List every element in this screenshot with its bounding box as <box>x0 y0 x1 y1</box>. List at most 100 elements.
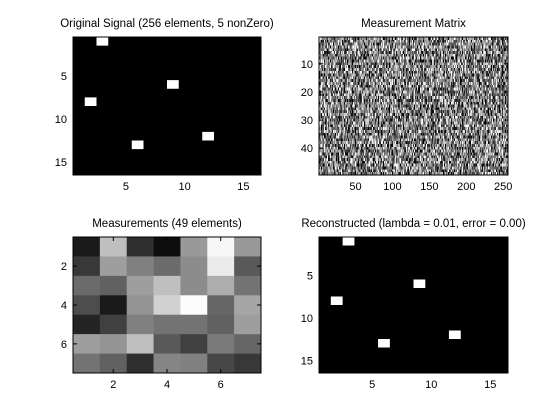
y-tick-label: 10 <box>55 114 67 126</box>
measurement-cell <box>153 314 181 335</box>
measurement-cell <box>180 237 208 257</box>
measurement-cell <box>126 295 154 316</box>
measurement-cell <box>180 334 208 354</box>
measurement-cell <box>73 353 101 374</box>
measurement-cell <box>99 237 128 257</box>
nonzero-cell <box>167 80 179 89</box>
measurement-cell <box>99 353 128 374</box>
nonzero-cell <box>330 296 343 305</box>
y-tick-label: 5 <box>61 71 67 83</box>
measurement-cell <box>207 237 235 257</box>
measurement-cell <box>99 256 128 277</box>
plot-title: Measurement Matrix <box>361 18 466 30</box>
y-tick-label: 10 <box>301 313 313 325</box>
subplot-reconstructed: Reconstructed (lambda = 0.01, error = 0.… <box>301 218 526 391</box>
x-tick-label: 150 <box>420 181 438 193</box>
plot-area <box>73 37 261 175</box>
measurement-cell <box>207 275 235 296</box>
measurement-cell <box>234 237 262 257</box>
measurement-cell <box>99 314 128 335</box>
measurement-cell <box>180 314 208 335</box>
measurement-cell <box>234 295 262 316</box>
subplot-original-signal: Original Signal (256 elements, 5 nonZero… <box>55 18 274 193</box>
y-tick-label: 4 <box>61 300 67 312</box>
measurement-cell <box>180 295 208 316</box>
y-tick-label: 5 <box>307 270 313 282</box>
measurement-cell <box>73 314 101 335</box>
matrix-image <box>319 37 508 175</box>
measurement-cell <box>126 314 154 335</box>
x-tick-label: 50 <box>349 181 361 193</box>
measurement-cell <box>180 275 208 296</box>
measurement-cell <box>180 256 208 277</box>
measurement-cell <box>73 334 101 354</box>
measurement-cell <box>153 334 181 354</box>
nonzero-cell <box>202 131 214 141</box>
measurement-cell <box>153 256 181 277</box>
measurement-cell <box>126 237 154 257</box>
measurement-cell <box>207 256 235 277</box>
y-tick-label: 15 <box>301 355 313 367</box>
y-tick-label: 2 <box>61 261 67 273</box>
measurement-cell <box>73 295 101 316</box>
y-tick-label: 10 <box>301 59 313 71</box>
measurement-cell <box>99 334 128 354</box>
x-tick-label: 15 <box>237 181 249 193</box>
measurement-cell <box>99 275 128 296</box>
measurement-cell <box>180 353 208 374</box>
plot-area <box>73 237 262 374</box>
x-tick-label: 2 <box>110 379 116 391</box>
x-tick-label: 250 <box>494 181 512 193</box>
nonzero-cell <box>96 37 109 46</box>
measurement-cell <box>73 237 101 257</box>
measurement-cell <box>153 237 181 257</box>
x-tick-label: 4 <box>164 379 170 391</box>
plot-area <box>319 237 508 373</box>
axes-frame <box>318 36 509 176</box>
measurement-cell <box>234 256 262 277</box>
plot-title: Original Signal (256 elements, 5 nonZero… <box>60 18 274 30</box>
y-tick-label: 40 <box>301 143 313 155</box>
plot-title: Measurements (49 elements) <box>92 218 242 230</box>
measurement-cell <box>126 275 154 296</box>
x-tick-label: 15 <box>484 379 496 391</box>
measurement-cell <box>207 353 235 374</box>
image-background <box>73 37 261 175</box>
measurement-cell <box>126 334 154 354</box>
nonzero-cell <box>378 339 390 348</box>
subplot-measurement-matrix: Measurement Matrix 50 100 150 200 250 10 20 30 40 <box>301 18 513 193</box>
measurement-cell <box>73 256 101 277</box>
measurement-cell <box>153 275 181 296</box>
measurement-cell <box>153 295 181 316</box>
measurement-cell <box>126 353 154 374</box>
image-background <box>319 237 508 373</box>
x-tick-label: 100 <box>383 181 401 193</box>
nonzero-cell <box>342 237 355 246</box>
nonzero-cell <box>448 330 461 339</box>
plot-area <box>319 37 508 175</box>
measurement-cell <box>234 275 262 296</box>
measurement-cell <box>126 256 154 277</box>
y-tick-label: 6 <box>61 339 67 351</box>
axes-frame <box>318 236 509 374</box>
measurement-cell <box>153 353 181 374</box>
y-tick-label: 30 <box>301 115 313 127</box>
nonzero-cell <box>413 279 426 288</box>
axes-frame <box>72 36 262 176</box>
x-tick-label: 5 <box>123 181 129 193</box>
y-tick-label: 20 <box>301 87 313 99</box>
subplot-measurements: Measurements (49 elements) 2 4 6 2 4 6 <box>61 218 262 391</box>
x-tick-label: 10 <box>179 181 191 193</box>
x-tick-label: 200 <box>457 181 475 193</box>
measurement-cell <box>234 353 262 374</box>
measurement-cell <box>73 275 101 296</box>
nonzero-cell <box>84 97 97 106</box>
measurement-cell <box>234 334 262 354</box>
x-tick-label: 10 <box>425 379 437 391</box>
measurement-cell <box>207 334 235 354</box>
x-tick-label: 6 <box>218 379 224 391</box>
measurement-cell <box>207 314 235 335</box>
measurement-cell <box>234 314 262 335</box>
measurement-cell <box>207 295 235 316</box>
